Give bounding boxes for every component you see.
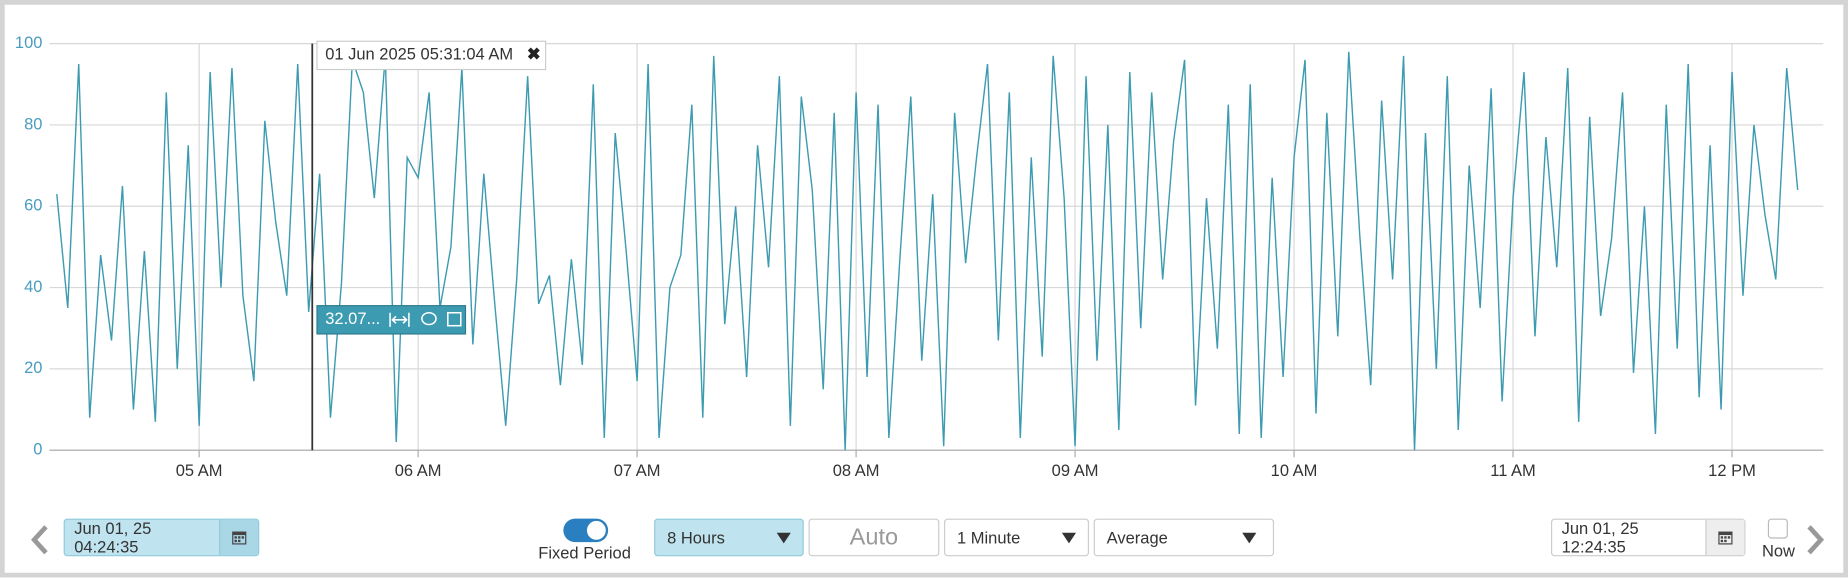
interval-text: 1 Minute: [956, 527, 1021, 547]
tooltip-close[interactable]: ✖: [527, 46, 541, 64]
y-tick-label: 20: [24, 359, 42, 377]
period-text: 8 Hours: [667, 527, 725, 547]
value-box: [316, 305, 467, 335]
now-label: Now: [1761, 540, 1795, 560]
value-label: 32.07...: [325, 310, 380, 328]
x-tick-label: 08 AM: [833, 462, 880, 480]
calendar-icon[interactable]: [219, 519, 259, 556]
x-tick-label: 10 AM: [1271, 462, 1318, 480]
fixed-period-label: Fixed Period: [538, 543, 631, 563]
data-line: [56, 51, 1799, 451]
y-tick-label: 80: [24, 115, 42, 133]
x-tick-label: 06 AM: [395, 462, 442, 480]
comment-icon[interactable]: [421, 311, 437, 326]
aggregate-select[interactable]: Average: [1093, 518, 1275, 557]
end-date-text: Jun 01, 25 12:24:35: [1561, 518, 1639, 557]
period-select[interactable]: 8 Hours: [654, 518, 804, 557]
y-tick-label: 60: [24, 197, 42, 215]
x-tick-label: 09 AM: [1052, 462, 1099, 480]
select-icon[interactable]: [447, 311, 462, 327]
chart: 0 20 40 60 80 100 05 AM 06 AM 07 AM 08 AM 09 AM 10 …: [15, 34, 1824, 480]
fixed-period-toggle[interactable]: [563, 518, 609, 543]
x-tick-label: 12 PM: [1708, 462, 1756, 480]
auto-text: Auto: [849, 523, 899, 550]
tooltip-time: 01 Jun 2025 05:31:04 AM: [325, 46, 513, 64]
tooltip-box: [316, 40, 547, 71]
cursor-time-tooltip: 01 Jun 2025 05:31:04 AM ✖: [316, 40, 547, 71]
now-checkbox[interactable]: [1767, 518, 1788, 539]
y-tick-label: 0: [33, 441, 42, 459]
interval-select[interactable]: 1 Minute: [944, 518, 1089, 557]
auto-input[interactable]: Auto: [808, 518, 940, 557]
x-tick-label: 05 AM: [176, 462, 223, 480]
calendar-icon[interactable]: [1705, 519, 1745, 556]
prev-button[interactable]: [28, 523, 52, 556]
fit-icon[interactable]: [389, 312, 410, 327]
aggregate-text: Average: [1106, 527, 1168, 547]
x-tick-label: 07 AM: [614, 462, 661, 480]
y-tick-label: 40: [24, 278, 42, 296]
end-date[interactable]: Jun 01, 25 12:24:35: [1550, 518, 1746, 557]
y-tick-label: 100: [15, 34, 43, 52]
x-tick-label: 11 AM: [1490, 462, 1536, 480]
cursor-value-box: 32.07...: [316, 305, 467, 335]
start-date[interactable]: Jun 01, 25 04:24:35: [63, 518, 260, 557]
start-date-text: Jun 01, 25 04:24:35: [74, 518, 152, 557]
next-button[interactable]: [1803, 523, 1827, 556]
